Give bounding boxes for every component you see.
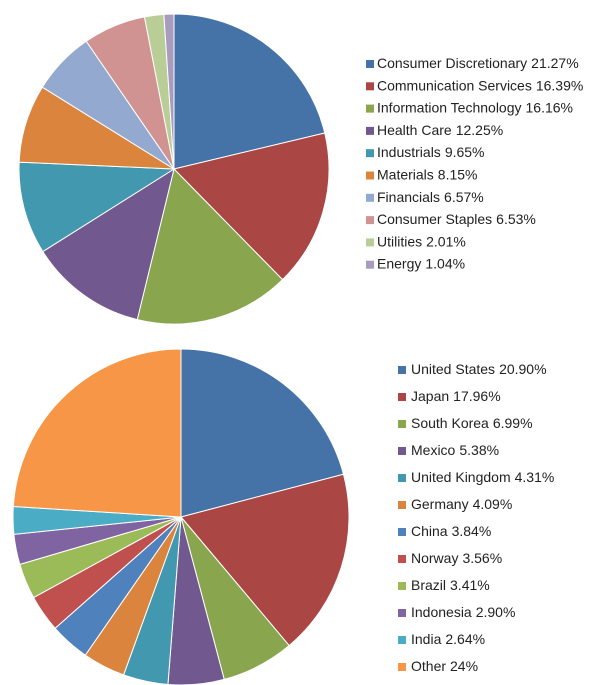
legend-marker <box>366 260 374 269</box>
legend-label: United Kingdom <box>411 469 511 485</box>
legend-entry: Norway 3.56% <box>411 550 502 566</box>
legend-marker <box>398 366 406 374</box>
legend-value: 12.25% <box>456 122 503 138</box>
legend-label: Norway <box>411 550 458 566</box>
legend-value: 6.53% <box>496 211 536 227</box>
legend-label: Communication Services <box>377 77 532 93</box>
legend-marker <box>398 609 406 617</box>
legend-marker <box>366 171 374 180</box>
legend-marker <box>398 474 406 482</box>
legend-entry: Brazil 3.41% <box>411 577 490 593</box>
legend-label: Energy <box>377 255 421 271</box>
pie-slice <box>173 13 326 170</box>
legend-marker <box>398 528 406 536</box>
legend-marker <box>398 636 406 644</box>
legend-value: 17.96% <box>453 388 500 404</box>
legend-entry: India 2.64% <box>411 631 485 647</box>
pie-slice <box>12 348 182 518</box>
legend-value: 24% <box>450 658 478 674</box>
legend-label: Consumer Discretionary <box>377 55 527 71</box>
legend-marker <box>398 393 406 401</box>
legend-entry: United States 20.90% <box>411 361 547 377</box>
legend-entry: Energy 1.04% <box>377 255 465 271</box>
legend-label: China <box>411 523 448 539</box>
legend-value: 3.41% <box>450 577 490 593</box>
legend-marker <box>398 420 406 428</box>
legend-entry: Germany 4.09% <box>411 496 512 512</box>
legend-label: Other <box>411 658 446 674</box>
legend-value: 2.01% <box>426 233 466 249</box>
legend-marker <box>398 663 406 671</box>
legend-entry: Consumer Discretionary 21.27% <box>377 55 579 71</box>
legend-marker <box>398 447 406 455</box>
legend-value: 2.64% <box>445 631 485 647</box>
legend-marker <box>398 582 406 590</box>
legend-value: 20.90% <box>499 361 546 377</box>
legend-entry: Communication Services 16.39% <box>377 77 583 93</box>
legend-value: 21.27% <box>531 55 578 71</box>
legend-label: Brazil <box>411 577 446 593</box>
legend-label: Health Care <box>377 122 452 138</box>
legend-label: India <box>411 631 442 647</box>
legend-value: 5.38% <box>459 442 499 458</box>
legend-value: 6.57% <box>444 189 484 205</box>
legend-marker <box>398 555 406 563</box>
legend-entry: Utilities 2.01% <box>377 233 466 249</box>
legend-entry: Mexico 5.38% <box>411 442 499 458</box>
legend-marker <box>398 501 406 509</box>
legend-label: Industrials <box>377 144 441 160</box>
legend-entry: Financials 6.57% <box>377 189 484 205</box>
legend-label: Information Technology <box>377 99 522 115</box>
pie-slice <box>180 473 350 647</box>
legend-entry: China 3.84% <box>411 523 491 539</box>
legend-label: Consumer Staples <box>377 211 492 227</box>
legend-entry: Japan 17.96% <box>411 388 501 404</box>
legend-marker <box>366 104 374 113</box>
legend-entry: Indonesia 2.90% <box>411 604 515 620</box>
legend-value: 1.04% <box>425 255 465 271</box>
legend-entry: United Kingdom 4.31% <box>411 469 554 485</box>
legend-value: 16.39% <box>536 77 583 93</box>
legend-value: 4.31% <box>515 469 555 485</box>
legend-marker <box>366 216 374 225</box>
legend-entry: Information Technology 16.16% <box>377 99 573 115</box>
legend-label: Materials <box>377 166 434 182</box>
legend-label: South Korea <box>411 415 489 431</box>
legend-value: 16.16% <box>526 99 573 115</box>
legend-marker <box>366 60 374 68</box>
legend-marker <box>366 126 374 135</box>
legend-label: Germany <box>411 496 469 512</box>
legend-value: 9.65% <box>445 144 485 160</box>
legend-label: Japan <box>411 388 449 404</box>
legend-marker <box>366 82 374 91</box>
legend-label: Indonesia <box>411 604 472 620</box>
legend-label: Financials <box>377 189 440 205</box>
pie-slice <box>173 132 330 281</box>
legend-label: Mexico <box>411 442 456 458</box>
legend-value: 4.09% <box>473 496 513 512</box>
legend-value: 2.90% <box>476 604 516 620</box>
pie-slice <box>18 161 176 253</box>
legend-entry: Other 24% <box>411 658 478 674</box>
legend-value: 3.84% <box>452 523 492 539</box>
legend-entry: Health Care 12.25% <box>377 122 503 138</box>
legend-value: 3.56% <box>462 550 502 566</box>
legend-entry: Materials 8.15% <box>377 166 478 182</box>
pie-slice <box>136 168 284 325</box>
legend-marker <box>366 238 374 247</box>
legend-label: United States <box>411 361 495 377</box>
legend-entry: Consumer Staples 6.53% <box>377 211 536 227</box>
legend-value: 6.99% <box>493 415 533 431</box>
legend-entry: Industrials 9.65% <box>377 144 485 160</box>
legend-entry: South Korea 6.99% <box>411 415 533 431</box>
pie-slice <box>163 13 175 170</box>
legend-marker <box>366 193 374 202</box>
legend-value: 8.15% <box>438 166 478 182</box>
legend-marker <box>366 149 374 158</box>
legend-label: Utilities <box>377 233 422 249</box>
pie-slice <box>180 348 345 518</box>
pie-slice <box>42 167 175 321</box>
